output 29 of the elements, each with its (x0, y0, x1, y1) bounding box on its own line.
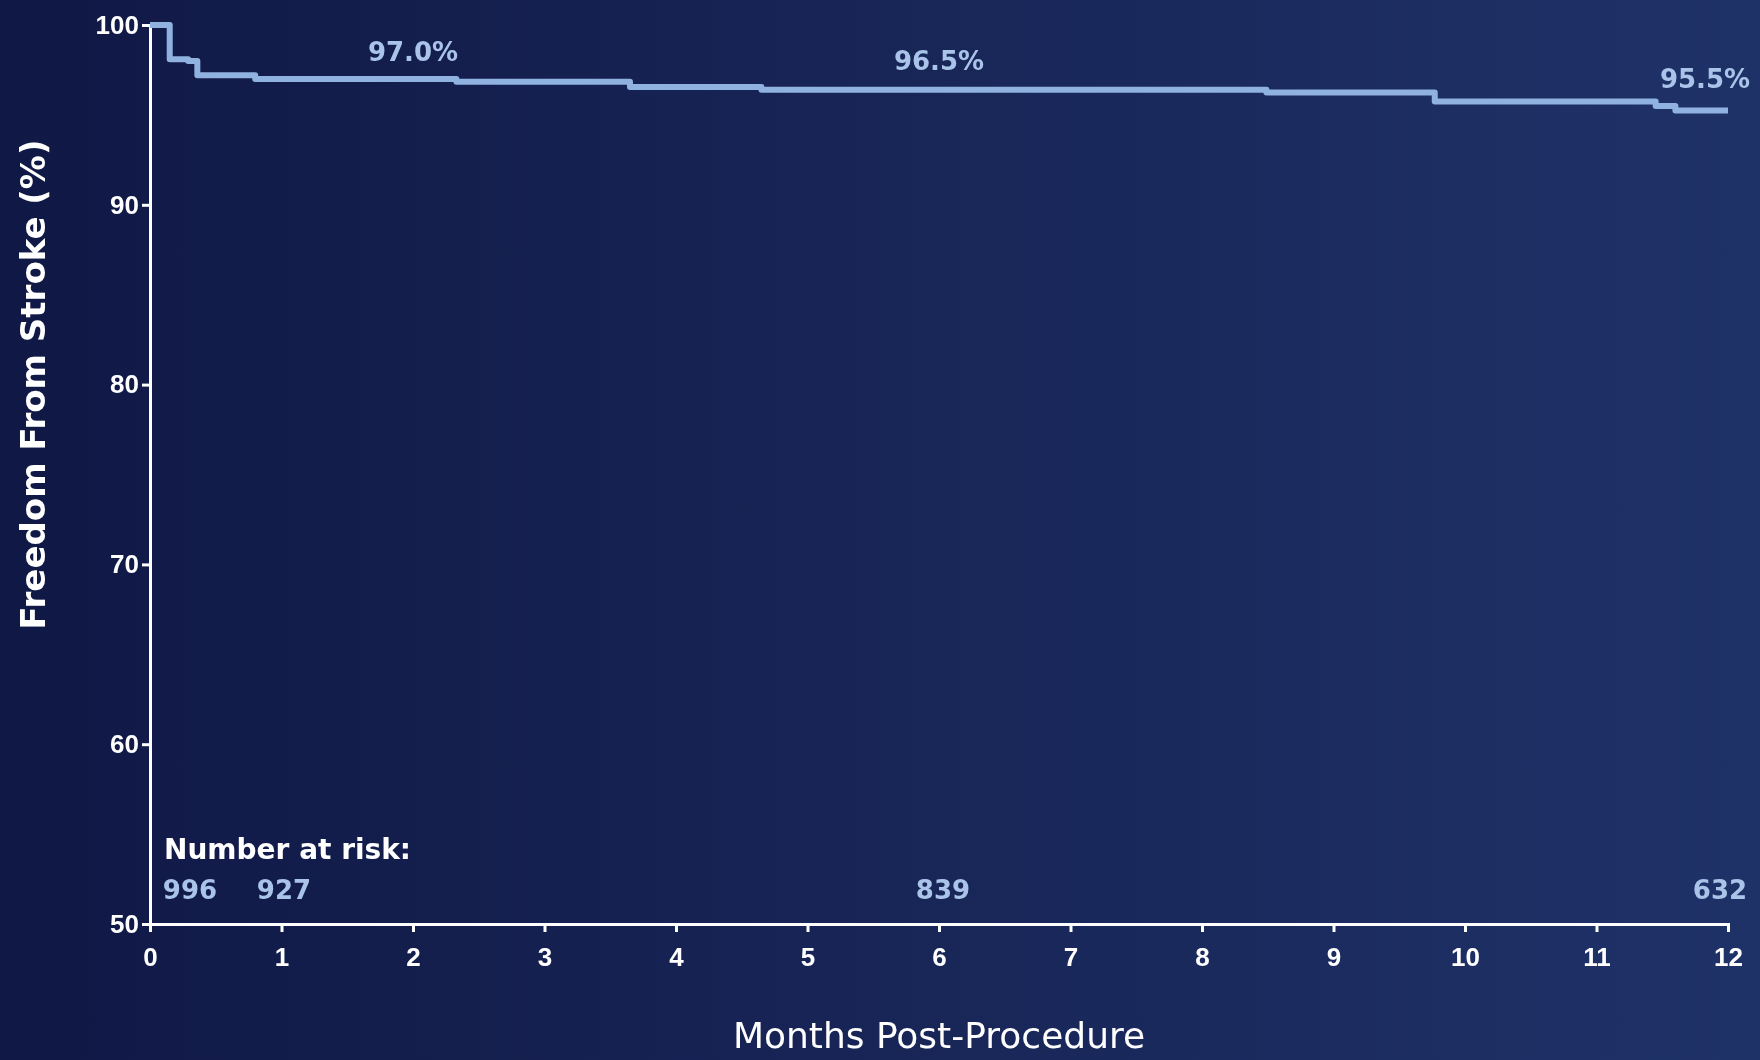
x-tick-label: 8 (1195, 942, 1210, 973)
y-tick-label: 90 (110, 189, 139, 220)
y-tick-label: 60 (110, 729, 139, 760)
x-tick-label: 2 (406, 942, 421, 973)
x-tick-label: 0 (143, 942, 158, 973)
y-tick-label: 80 (110, 369, 139, 400)
annotation: 95.5% (1659, 63, 1751, 94)
y-tick-label: 100 (95, 9, 139, 40)
x-tick-label: 4 (669, 942, 685, 973)
annotation: 97.0% (367, 36, 459, 67)
x-tick-label: 6 (932, 942, 947, 973)
x-tick-label: 12 (1714, 942, 1743, 973)
x-axis-title: Months Post-Procedure (732, 1015, 1146, 1056)
annotation: 927 (256, 875, 312, 905)
x-tick-label: 3 (537, 942, 553, 973)
annotation: 839 (915, 875, 971, 905)
x-tick-label: 10 (1451, 942, 1480, 973)
annotation: 96.5% (893, 45, 985, 76)
x-tick-label: 5 (800, 942, 816, 973)
y-tick-label: 70 (110, 549, 139, 580)
y-axis-title: Freedom From Stroke (%) (13, 139, 53, 630)
x-tick-label: 9 (1326, 942, 1342, 973)
x-tick-label: 7 (1063, 942, 1079, 973)
y-tick-label: 50 (110, 908, 139, 939)
x-tick-label: 11 (1583, 942, 1611, 973)
annotation: Number at risk: (164, 833, 412, 866)
x-tick-label: 1 (274, 942, 290, 973)
annotation: 632 (1692, 875, 1748, 905)
annotation: 996 (162, 875, 218, 905)
